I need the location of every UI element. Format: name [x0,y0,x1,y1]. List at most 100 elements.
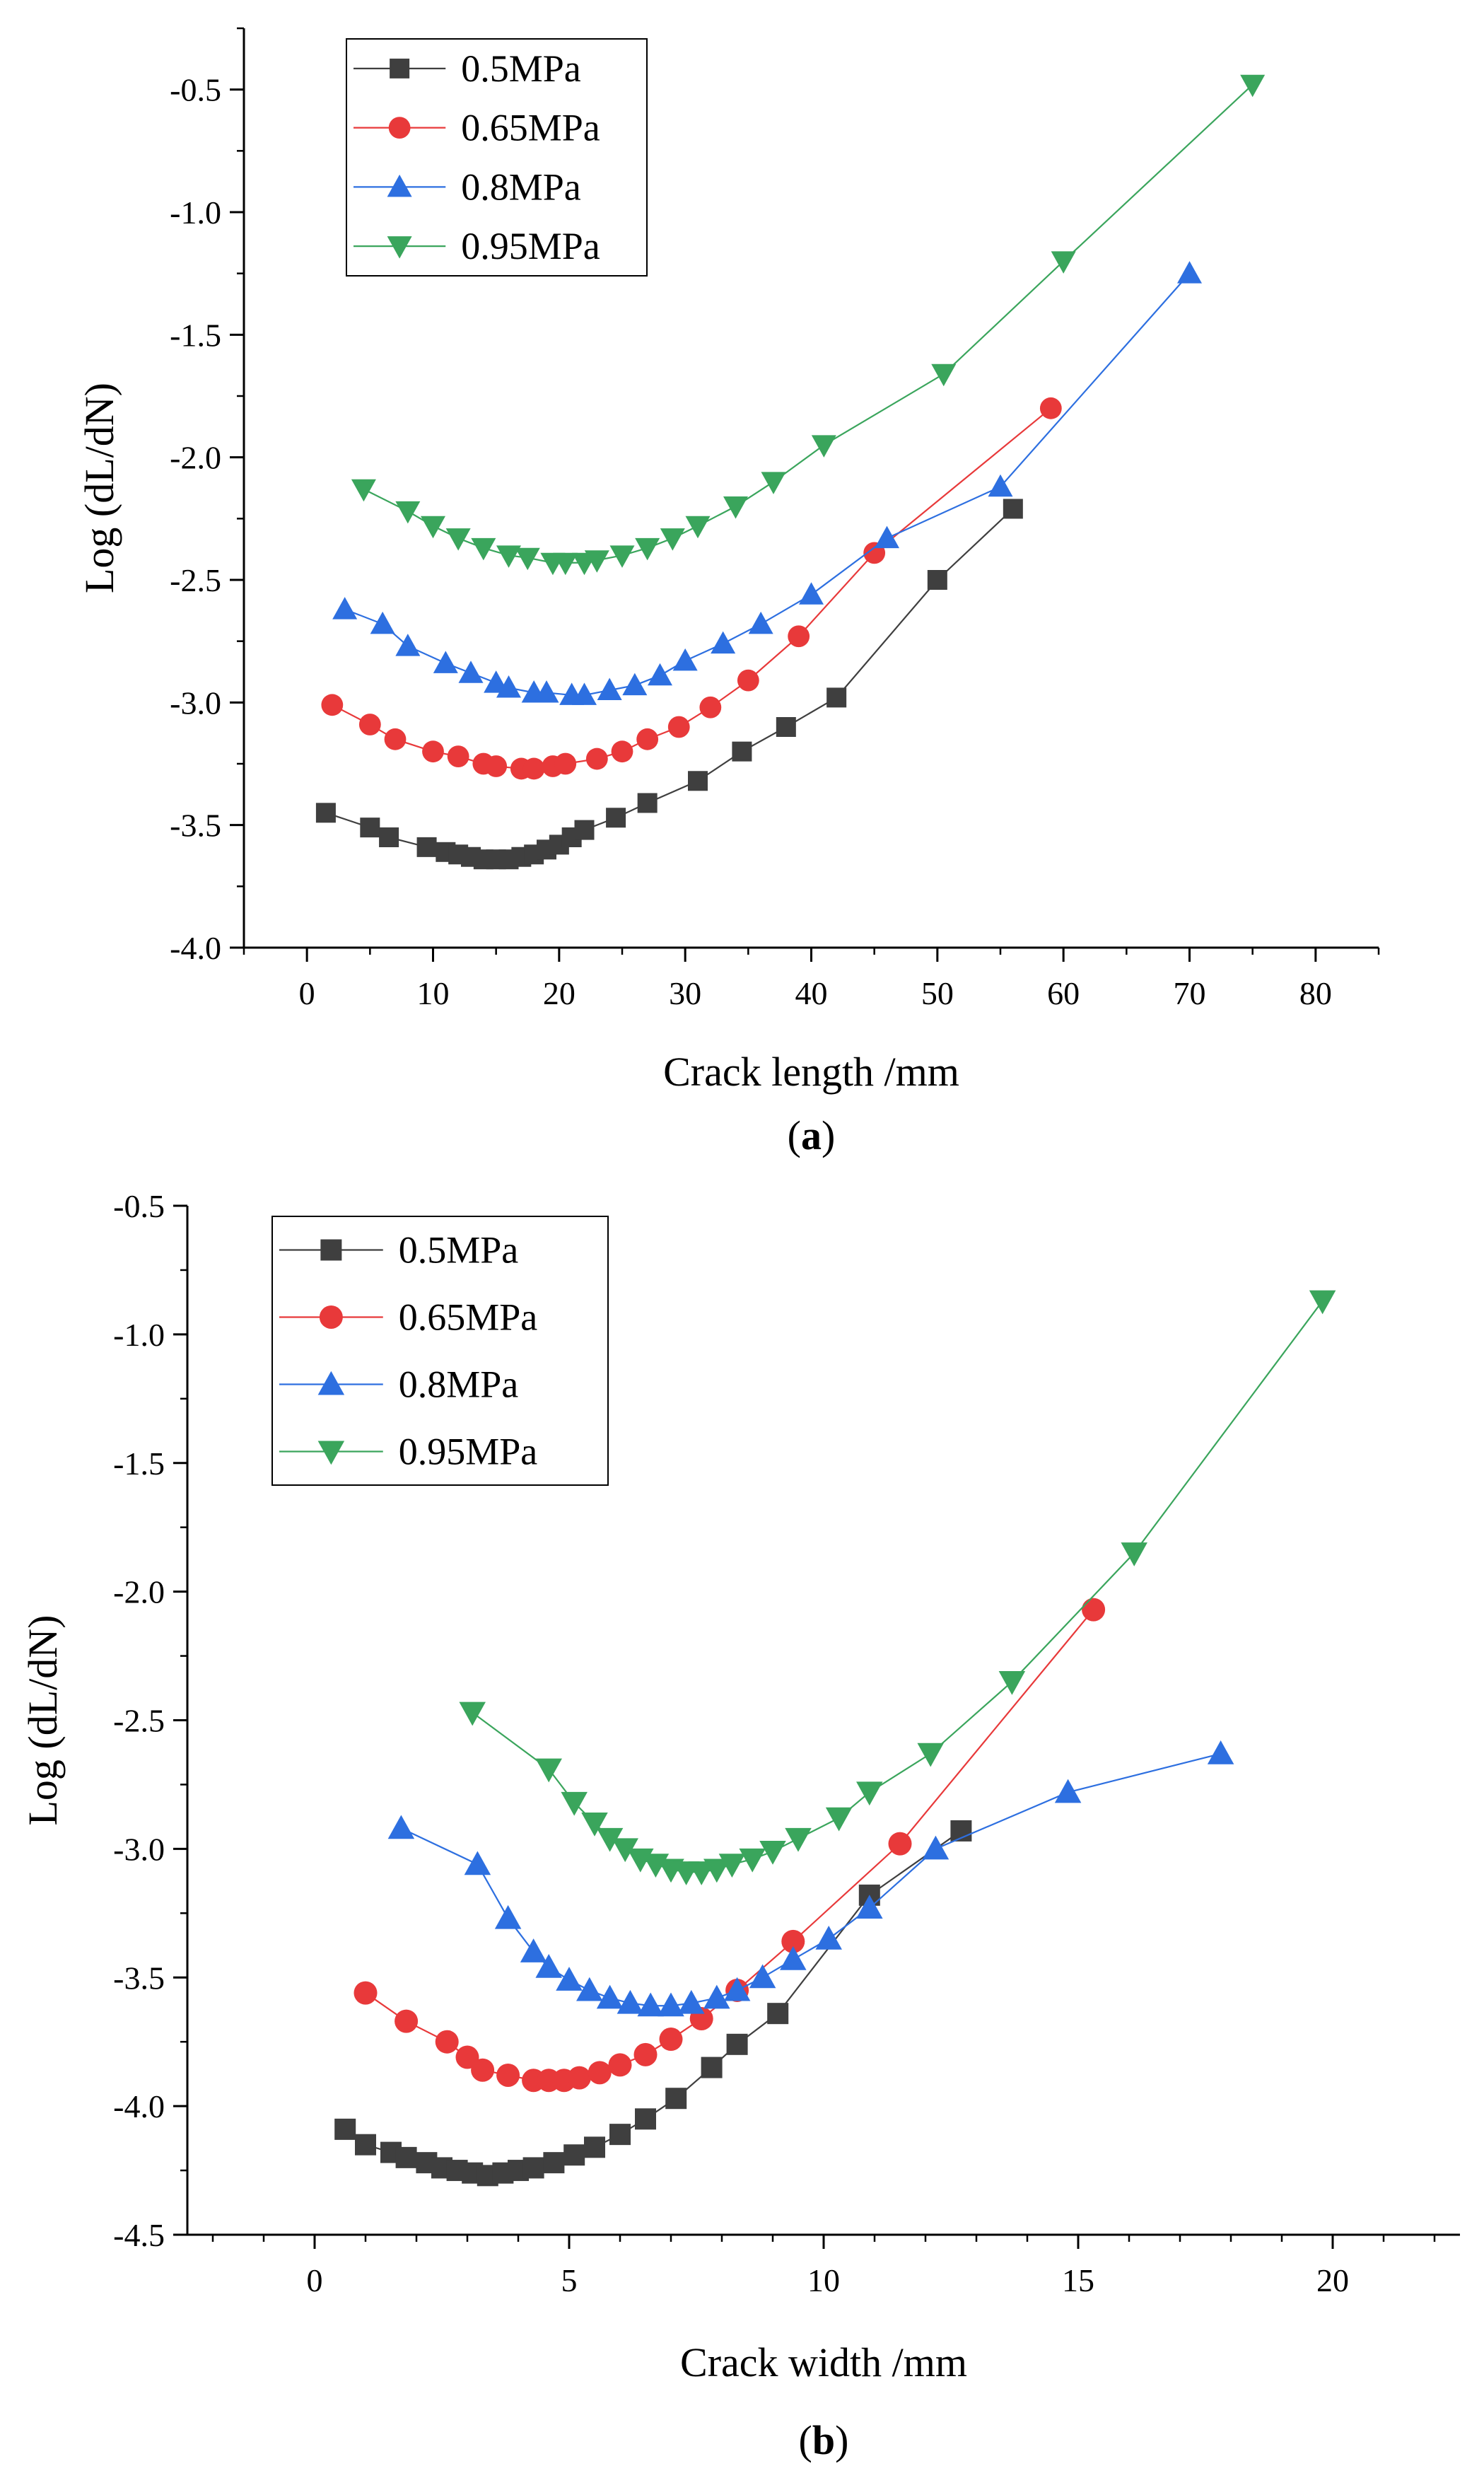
x-tick-label: 70 [1174,975,1206,1011]
panel-b-chart: -4.5 -4.0 -3.5 -3.0 -2.5 -2.0 -1.5 -1.0 -0.5 0 5 10… [20,1188,1460,2463]
data-point [917,1743,944,1767]
x-tick-label: 10 [417,975,450,1011]
data-point [660,528,685,551]
legend-marker [317,1441,345,1465]
data-point [395,2146,417,2168]
data-point [416,837,437,857]
data-point [711,631,736,654]
data-point [581,1813,608,1837]
data-point [788,625,810,648]
y-tick-label: -2.0 [170,440,221,476]
y-tick-label: -3.0 [113,1831,165,1867]
data-point [749,1964,776,1989]
legend-marker [387,174,412,197]
data-point [633,2042,658,2066]
data-point [585,748,608,770]
y-tick-label: -0.5 [170,72,221,108]
data-point [597,677,622,700]
y-tick-label: -4.0 [113,2088,165,2124]
y-tick-label: -2.5 [113,1703,165,1739]
data-point [496,545,521,568]
data-point [612,1838,638,1863]
data-point [520,1938,547,1962]
data-point [515,547,540,571]
data-point [554,752,577,775]
data-point [888,1832,912,1856]
data-point [672,648,698,671]
panel-label: (a) [788,1112,836,1158]
x-tick-label: 40 [795,975,828,1011]
data-point [1177,261,1202,284]
y-tick-label: -4.0 [170,930,221,966]
data-point [856,1895,883,1919]
data-point [572,682,597,705]
data-point [563,2144,585,2166]
y-tick-label: -1.5 [170,317,221,353]
data-point [1082,1598,1106,1622]
data-point [637,793,658,813]
data-point [811,435,836,458]
y-axis-label: Log (dL/dN) [76,383,122,593]
data-point [387,1815,415,1839]
legend-marker [319,1305,343,1329]
data-point [576,1977,603,2001]
data-point [622,673,648,696]
data-point [522,757,545,780]
series-2 [354,1598,1106,2093]
data-point [665,2088,687,2110]
data-point [332,597,358,620]
y-tick-label: -4.5 [113,2217,165,2253]
x-tick-label: 10 [807,2262,840,2298]
data-point [561,1791,588,1816]
data-point [785,1827,812,1852]
data-point [496,2063,520,2087]
data-point [856,1781,883,1806]
legend-label: 0.8MPa [461,165,581,208]
data-point [535,1758,562,1783]
y-tick-label: -3.0 [170,685,221,721]
data-point [781,1929,805,1953]
panel-a-chart: -4.0 -3.5 -3.0 -2.5 -2.0 -1.5 -1.0 -0.5 0 10 20 30 4… [76,27,1380,1158]
data-point [355,2134,376,2156]
data-point [1051,251,1076,274]
data-point [535,1953,562,1978]
legend-label: 0.65MPa [399,1296,538,1339]
data-point [358,714,381,735]
data-point [596,1827,624,1852]
data-point [1309,1290,1336,1315]
legend-label: 0.5MPa [461,47,581,90]
data-point [522,2157,544,2179]
x-axis-label: Crack length /mm [663,1049,959,1095]
x-tick-label: 5 [561,2262,578,2298]
data-point [471,537,496,561]
data-point [459,1702,486,1726]
data-point [648,663,672,686]
data-point [471,2058,495,2082]
x-tick-label: 20 [1316,2262,1349,2298]
data-point [1003,499,1023,519]
data-point [678,1989,705,2014]
data-point [588,2061,612,2085]
data-point [395,501,421,524]
data-point [1240,74,1266,98]
data-point [1207,1740,1234,1764]
data-point [617,1989,644,2014]
series-2 [321,397,1062,780]
legend: 0.5MPa 0.65MPa 0.8MPa 0.95MPa [346,38,648,277]
data-point [458,661,484,683]
data-point [596,1984,624,2009]
series-3 [387,1740,1234,2017]
data-point [988,474,1013,497]
data-point [370,611,395,634]
data-point [767,2003,789,2025]
panel-label: (b) [799,2417,849,2463]
y-tick-label: -2.0 [113,1574,165,1610]
data-point [584,2136,605,2158]
y-tick-label: -1.5 [113,1446,165,1482]
data-point [659,2028,683,2052]
data-point [433,651,458,673]
data-point [354,1981,378,2005]
data-point [726,2033,748,2055]
data-point [688,1861,715,1885]
y-tick-label: -2.5 [170,562,221,598]
